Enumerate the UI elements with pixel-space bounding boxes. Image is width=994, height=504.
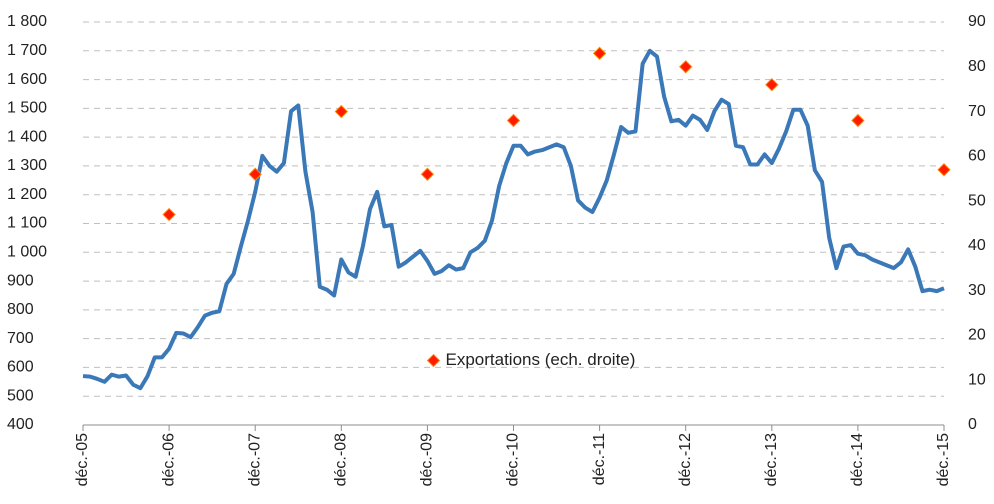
x-tick-label: déc.-07 <box>246 433 263 486</box>
y-tick-label: 1 300 <box>7 157 47 174</box>
y-tick-label: 900 <box>7 272 34 289</box>
x-tick-label: déc.-10 <box>505 433 522 486</box>
x-tick-label: déc.-08 <box>333 433 350 486</box>
y-tick-label: 1 800 <box>7 13 47 30</box>
y-tick-label: 400 <box>7 416 34 433</box>
y2-tick-label: 60 <box>968 148 986 165</box>
scatter-point <box>765 77 779 92</box>
y2-tick-label: 0 <box>968 416 977 433</box>
y-tick-label: 500 <box>7 387 34 404</box>
scatter-point <box>334 104 349 119</box>
y-tick-label: 1 000 <box>7 244 47 261</box>
y-tick-label: 800 <box>7 301 34 318</box>
y-tick-label: 1 700 <box>7 42 47 59</box>
x-tick-label: déc.-15 <box>935 433 952 486</box>
scatter-point <box>678 60 693 74</box>
x-tick-label: déc.-11 <box>591 433 608 485</box>
y-tick-label: 1 600 <box>7 71 47 88</box>
x-tick-label: déc.-14 <box>849 433 866 486</box>
scatter-point <box>248 167 262 181</box>
y-tick-label: 1 400 <box>7 128 47 145</box>
scatter-point <box>592 46 607 61</box>
y-tick-label: 1 500 <box>7 100 47 117</box>
y2-tick-label: 50 <box>968 192 986 209</box>
x-tick-label: déc.-13 <box>763 433 780 486</box>
scatter-point <box>420 167 435 181</box>
scatter-point <box>506 113 521 128</box>
y2-tick-label: 70 <box>968 103 986 120</box>
legend-marker <box>426 353 441 368</box>
y-tick-label: 1 200 <box>7 186 47 203</box>
y-tick-label: 700 <box>7 330 34 347</box>
x-tick-label: déc.-12 <box>677 433 694 486</box>
y2-tick-label: 10 <box>968 371 986 388</box>
line-series <box>82 48 945 391</box>
y2-tick-label: 20 <box>968 327 986 344</box>
x-tick-label: déc.-09 <box>419 433 436 486</box>
scatter-point <box>162 207 176 222</box>
y-tick-label: 1 100 <box>7 215 47 232</box>
y-tick-label: 600 <box>7 359 34 376</box>
x-tick-label: déc.-05 <box>74 433 91 486</box>
legend-label: Exportations (ech. droite) <box>446 350 636 369</box>
scatter-point <box>851 113 865 128</box>
y2-tick-label: 40 <box>968 237 986 254</box>
y2-tick-label: 80 <box>968 58 986 75</box>
scatter-point <box>937 163 951 177</box>
y2-tick-label: 90 <box>968 13 986 30</box>
y2-tick-label: 30 <box>968 282 986 299</box>
x-tick-label: déc.-06 <box>160 433 177 486</box>
